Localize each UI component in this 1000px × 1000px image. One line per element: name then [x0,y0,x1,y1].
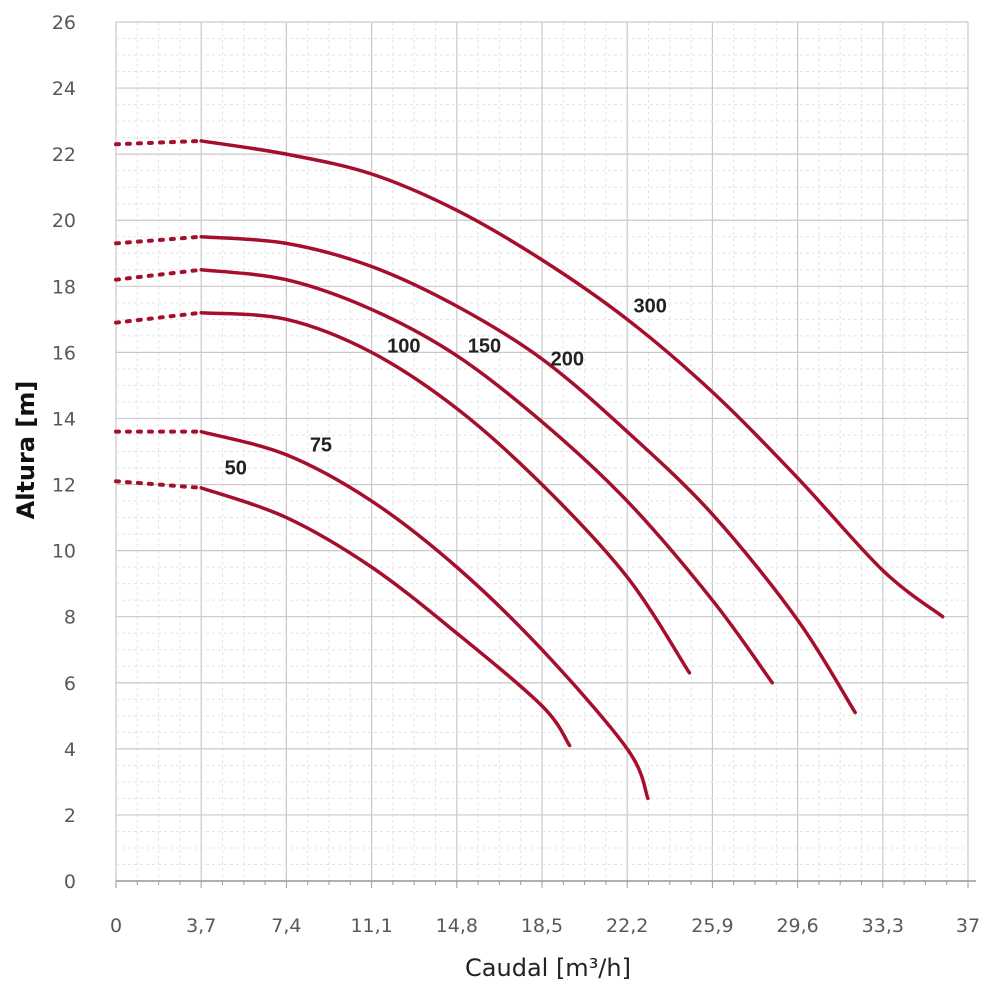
x-tick-label: 33,3 [862,915,904,937]
x-tick-label: 37 [956,915,980,937]
curve-label-75: 75 [310,435,332,457]
series-100-line [199,310,692,675]
x-tick-label: 0 [110,915,122,937]
series-lines [114,138,945,801]
x-tick-label: 25,9 [691,915,733,937]
x-tick-label: 7,4 [271,915,301,937]
curve-label-50: 50 [225,458,247,480]
y-tick-label: 0 [64,871,76,893]
series-75-line [199,429,650,801]
x-tick-labels: 0 3,7 7,4 11,1 14,8 18,5 22,2 25,9 29,6 33,3 37 [110,915,980,937]
curve-label-200: 200 [551,349,584,371]
series-300-line [199,139,945,619]
series-150-line [199,268,775,685]
y-tick-label: 4 [64,739,76,761]
y-axis-label: Altura [m] [12,381,40,520]
curve-label-300: 300 [634,296,667,318]
series-200-line [199,235,857,715]
y-tick-label: 10 [52,541,76,563]
x-tick-label: 22,2 [606,915,648,937]
y-tick-label: 8 [64,607,76,629]
y-tick-label: 16 [52,342,76,364]
y-tick-label: 20 [52,210,76,232]
series-200-dotted [114,234,204,246]
axes [115,880,976,888]
y-tick-label: 2 [64,805,76,827]
series-300-dotted [114,138,204,147]
series-50-line [199,486,572,748]
x-tick-label: 11,1 [350,915,392,937]
x-tick-label: 14,8 [436,915,478,937]
grid [115,21,969,882]
curve-label-150: 150 [468,335,501,357]
series-150-dotted [114,267,204,282]
x-tick-label: 18,5 [521,915,563,937]
x-tick-label: 29,6 [776,915,818,937]
y-tick-label: 18 [52,276,76,298]
y-tick-label: 26 [52,12,76,34]
series-50-dotted [114,479,204,490]
y-tick-label: 14 [52,408,76,430]
y-tick-label: 24 [52,78,76,100]
x-tick-label: 3,7 [186,915,216,937]
y-tick-label: 12 [52,475,76,497]
curve-labels: 50 75 100 150 200 300 [225,296,667,480]
x-axis-label: Caudal [m³/h] [465,954,631,982]
y-tick-label: 22 [52,144,76,166]
curve-label-100: 100 [387,335,420,357]
series-100-dotted [114,310,204,325]
y-tick-label: 6 [64,673,76,695]
